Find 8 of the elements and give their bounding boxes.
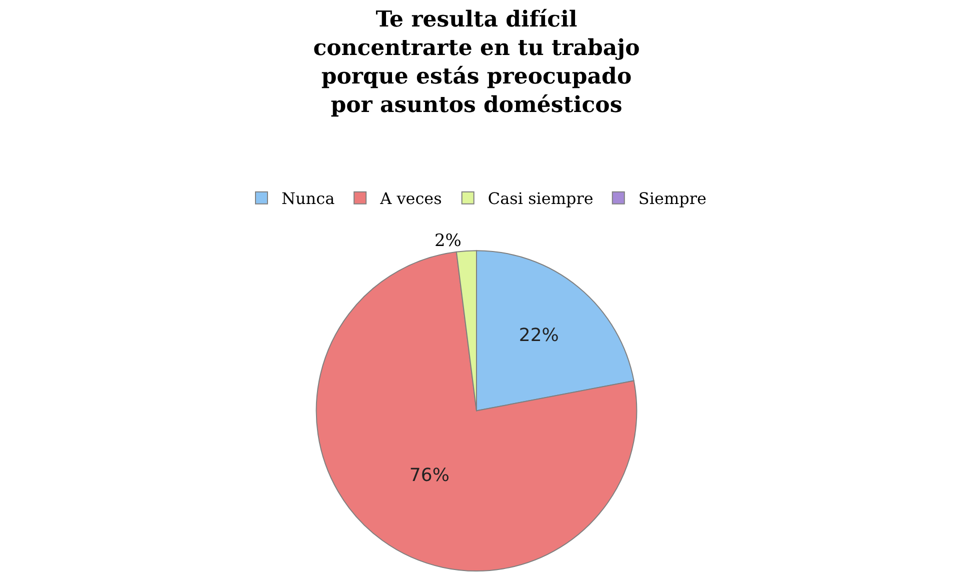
- data-label: 22%: [518, 324, 559, 346]
- legend-label: Casi siempre: [488, 189, 594, 208]
- chart-title: Te resulta difícil concentrarte en tu trabajo porque estás preocupado por asuntos domésticos: [313, 6, 640, 118]
- legend-label: Nunca: [282, 189, 336, 208]
- data-label: 2%: [434, 230, 462, 251]
- legend-label: A veces: [379, 189, 442, 208]
- legend-label: Siempre: [638, 189, 706, 208]
- data-label: 76%: [409, 465, 450, 486]
